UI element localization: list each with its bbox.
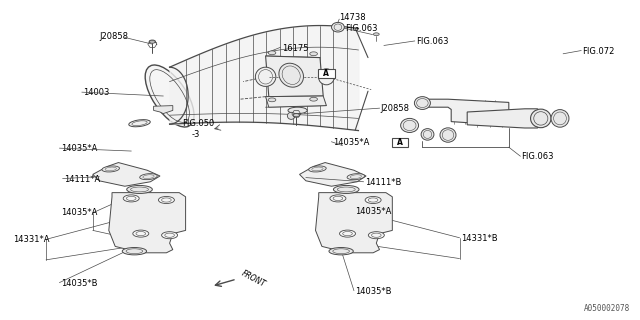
Ellipse shape — [268, 98, 276, 102]
Ellipse shape — [319, 69, 334, 85]
Ellipse shape — [310, 97, 317, 101]
Text: 14738: 14738 — [339, 13, 366, 22]
Ellipse shape — [401, 118, 419, 132]
Ellipse shape — [158, 196, 174, 204]
Ellipse shape — [365, 196, 381, 204]
Ellipse shape — [122, 248, 147, 255]
Ellipse shape — [133, 230, 149, 237]
Polygon shape — [266, 96, 326, 107]
Polygon shape — [93, 163, 160, 186]
Text: J20858: J20858 — [99, 32, 128, 41]
Text: A: A — [323, 69, 330, 78]
Text: 14331*B: 14331*B — [461, 234, 497, 243]
Ellipse shape — [288, 107, 307, 114]
Text: 14035*B: 14035*B — [355, 287, 392, 296]
Ellipse shape — [347, 174, 365, 180]
Text: 14035*A: 14035*A — [355, 207, 392, 216]
Text: 14035*B: 14035*B — [61, 279, 97, 288]
Text: FIG.050: FIG.050 — [182, 119, 214, 128]
FancyBboxPatch shape — [392, 138, 408, 147]
Ellipse shape — [333, 186, 359, 193]
Text: 16175: 16175 — [282, 44, 308, 52]
Text: 14111*A: 14111*A — [64, 175, 100, 184]
Polygon shape — [316, 193, 392, 253]
Ellipse shape — [102, 166, 120, 172]
Ellipse shape — [415, 97, 431, 109]
Polygon shape — [266, 56, 323, 97]
Polygon shape — [300, 163, 366, 186]
Polygon shape — [422, 99, 509, 125]
Ellipse shape — [374, 33, 380, 36]
Ellipse shape — [440, 128, 456, 142]
Ellipse shape — [127, 186, 152, 193]
Ellipse shape — [332, 22, 344, 32]
Ellipse shape — [310, 52, 317, 56]
Ellipse shape — [123, 195, 140, 202]
Ellipse shape — [330, 195, 346, 202]
Polygon shape — [154, 106, 173, 114]
Ellipse shape — [369, 232, 384, 239]
Ellipse shape — [287, 112, 295, 119]
Ellipse shape — [149, 40, 156, 43]
Text: 14331*A: 14331*A — [13, 236, 49, 244]
Text: 14035*A: 14035*A — [61, 208, 97, 217]
Ellipse shape — [279, 63, 303, 87]
Text: FIG.063: FIG.063 — [522, 152, 554, 161]
Text: A: A — [397, 138, 403, 147]
Polygon shape — [109, 193, 186, 253]
Text: FIG.063: FIG.063 — [416, 37, 449, 46]
Ellipse shape — [145, 65, 194, 127]
Text: FIG.072: FIG.072 — [582, 47, 615, 56]
Text: J20858: J20858 — [381, 104, 410, 113]
Ellipse shape — [551, 109, 569, 127]
Polygon shape — [467, 109, 538, 128]
Ellipse shape — [162, 232, 178, 239]
Ellipse shape — [329, 248, 353, 255]
Text: -3: -3 — [192, 130, 200, 139]
Ellipse shape — [268, 51, 276, 55]
Text: 14035*A: 14035*A — [333, 138, 369, 147]
Text: 14003: 14003 — [83, 88, 109, 97]
Text: FIG.063: FIG.063 — [346, 24, 378, 33]
Text: 14035*A: 14035*A — [61, 144, 97, 153]
Ellipse shape — [293, 114, 300, 117]
Ellipse shape — [140, 174, 157, 180]
Ellipse shape — [340, 230, 356, 237]
Text: 14111*B: 14111*B — [365, 178, 401, 187]
Ellipse shape — [531, 109, 551, 128]
Ellipse shape — [255, 67, 276, 86]
Text: FRONT: FRONT — [240, 268, 267, 288]
Text: A050002078: A050002078 — [584, 304, 630, 313]
FancyBboxPatch shape — [318, 69, 335, 78]
Ellipse shape — [421, 129, 434, 140]
Ellipse shape — [308, 166, 326, 172]
Ellipse shape — [129, 120, 150, 127]
